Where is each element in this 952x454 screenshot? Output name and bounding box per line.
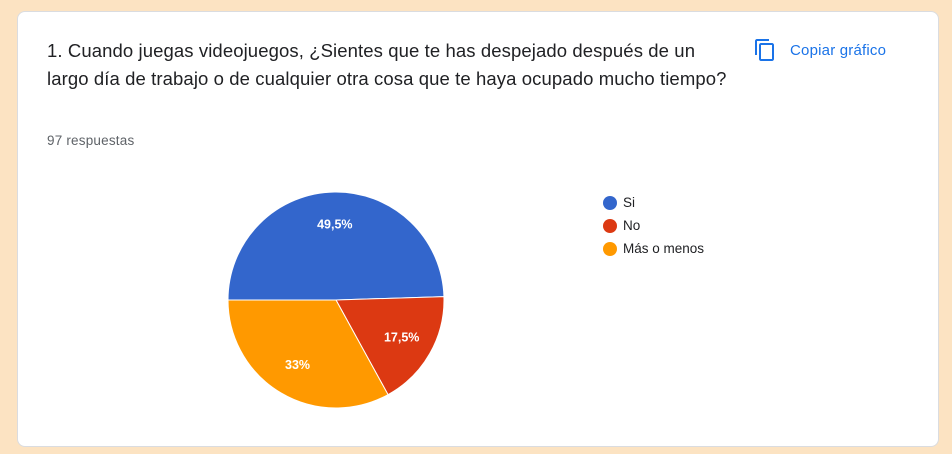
legend-label: No	[623, 218, 641, 233]
chart-card: 1. Cuando juegas videojuegos, ¿Sientes q…	[17, 11, 939, 447]
pie-slice-0[interactable]	[227, 191, 445, 301]
pie-slice-2[interactable]	[227, 299, 389, 409]
legend-label: Si	[623, 195, 636, 210]
slice-label-2: 33%	[285, 358, 310, 372]
legend-swatch	[603, 195, 617, 210]
legend-item-2: Más o menos	[603, 237, 704, 260]
pie-slice-1[interactable]	[335, 296, 445, 396]
legend-swatch	[603, 218, 617, 233]
pie-chart: 49,5% 17,5% 33%	[227, 191, 445, 409]
copy-chart-label: Copiar gráfico	[790, 41, 887, 59]
legend-item-0: Si	[603, 191, 704, 214]
legend-swatch	[603, 241, 617, 256]
legend-item-1: No	[603, 214, 704, 237]
copy-icon	[755, 39, 774, 61]
slice-label-0: 49,5%	[317, 217, 352, 231]
legend-label: Más o menos	[623, 241, 705, 256]
response-count: 97 respuestas	[47, 133, 135, 148]
copy-chart-button[interactable]: Copiar gráfico	[753, 36, 886, 64]
question-title: 1. Cuando juegas videojuegos, ¿Sientes q…	[47, 40, 727, 89]
chart-legend: Si No Más o menos	[603, 191, 704, 260]
slice-label-1: 17,5%	[384, 330, 419, 344]
